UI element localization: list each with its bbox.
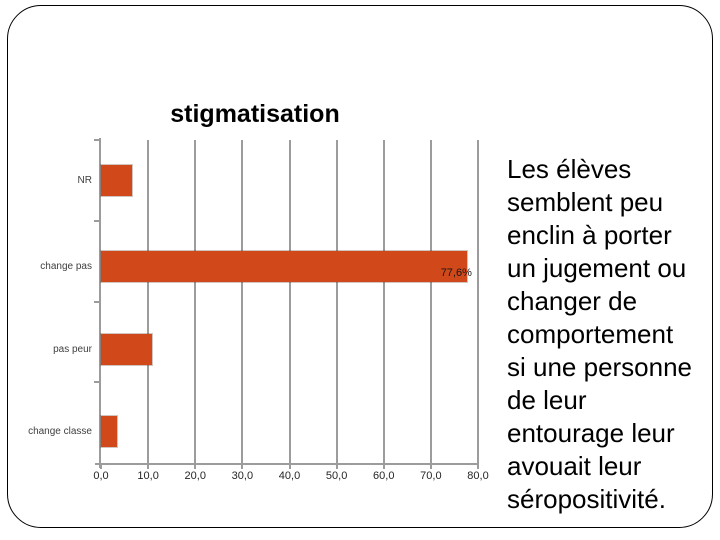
y-axis-tick bbox=[94, 139, 101, 141]
gridline bbox=[241, 140, 244, 463]
x-axis-tick-label: 40,0 bbox=[278, 470, 301, 482]
gridline bbox=[382, 140, 385, 463]
bar bbox=[101, 251, 467, 282]
x-axis-tick bbox=[288, 464, 291, 469]
x-axis-tick bbox=[100, 464, 102, 469]
gridline bbox=[477, 140, 479, 463]
x-axis bbox=[95, 463, 479, 465]
gridline bbox=[147, 140, 150, 463]
gridline bbox=[194, 140, 197, 463]
category-label: change classe bbox=[28, 425, 92, 437]
x-axis-tick-label: 60,0 bbox=[373, 470, 395, 482]
x-axis-tick-label: 0,0 bbox=[93, 470, 109, 482]
x-axis-tick bbox=[194, 464, 197, 469]
bar bbox=[101, 416, 118, 447]
x-axis-tick bbox=[382, 464, 385, 469]
bar bbox=[101, 334, 152, 365]
x-axis-tick-label: 80,0 bbox=[467, 470, 489, 482]
x-axis-tick bbox=[477, 464, 479, 469]
x-axis-tick-label: 50,0 bbox=[325, 470, 348, 482]
gridline bbox=[429, 140, 432, 463]
y-axis-tick bbox=[94, 381, 101, 384]
x-axis-tick bbox=[335, 464, 338, 469]
gridline bbox=[288, 140, 291, 463]
bar bbox=[101, 165, 132, 196]
category-label: NR bbox=[77, 174, 92, 186]
x-axis-tick-label: 10,0 bbox=[137, 470, 159, 482]
chart-title: stigmatisation bbox=[170, 100, 340, 128]
x-axis-tick bbox=[147, 464, 150, 469]
x-axis-tick-label: 30,0 bbox=[231, 470, 254, 482]
y-axis bbox=[99, 138, 101, 468]
x-axis-tick-label: 70,0 bbox=[420, 470, 442, 482]
x-axis-tick bbox=[429, 464, 432, 469]
gridline bbox=[335, 140, 338, 463]
y-axis-tick bbox=[94, 300, 101, 303]
category-label: change pas bbox=[40, 260, 92, 272]
y-axis-tick bbox=[94, 219, 101, 222]
slide-border bbox=[7, 5, 713, 528]
category-label: pas peur bbox=[53, 343, 92, 355]
data-label: 77,6% bbox=[440, 267, 472, 279]
x-axis-tick-label: 20,0 bbox=[184, 470, 206, 482]
commentary-text: Les élèves semblent peu enclin à porter … bbox=[507, 154, 693, 514]
x-axis-tick bbox=[241, 464, 244, 469]
